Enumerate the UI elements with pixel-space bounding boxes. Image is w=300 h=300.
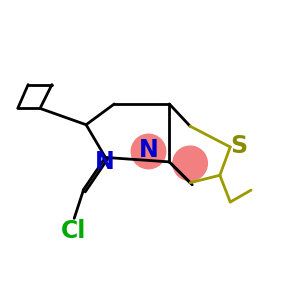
Circle shape: [173, 146, 207, 181]
Text: N: N: [139, 138, 158, 162]
Text: Cl: Cl: [61, 219, 86, 243]
Circle shape: [131, 134, 166, 169]
Text: N: N: [95, 150, 115, 174]
Text: S: S: [231, 134, 248, 158]
